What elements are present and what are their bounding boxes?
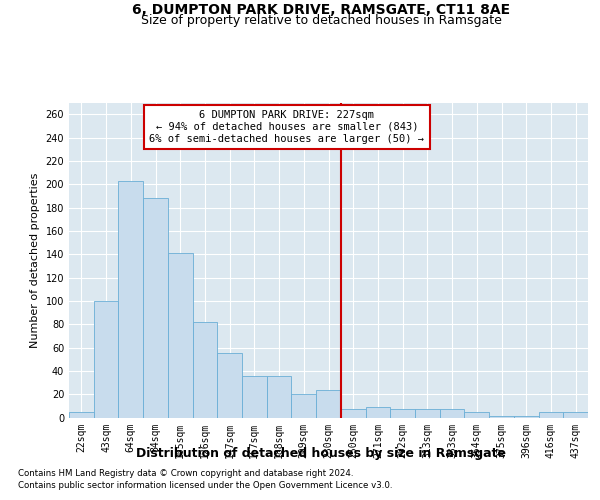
Bar [464, 412, 489, 418]
Bar [143, 198, 168, 418]
Text: Contains HM Land Registry data © Crown copyright and database right 2024.: Contains HM Land Registry data © Crown c… [18, 469, 353, 478]
Y-axis label: Number of detached properties: Number of detached properties [30, 172, 40, 348]
Text: 6 DUMPTON PARK DRIVE: 227sqm
← 94% of detached houses are smaller (843)
6% of se: 6 DUMPTON PARK DRIVE: 227sqm ← 94% of de… [149, 110, 424, 144]
Bar [539, 412, 563, 418]
Bar [316, 390, 341, 417]
Bar [193, 322, 217, 418]
Bar [489, 416, 514, 418]
Bar [365, 407, 390, 418]
Bar [242, 376, 267, 418]
Bar [563, 412, 588, 418]
Text: 6, DUMPTON PARK DRIVE, RAMSGATE, CT11 8AE: 6, DUMPTON PARK DRIVE, RAMSGATE, CT11 8A… [132, 2, 510, 16]
Bar [415, 410, 440, 418]
Bar [69, 412, 94, 418]
Text: Size of property relative to detached houses in Ramsgate: Size of property relative to detached ho… [140, 14, 502, 27]
Bar [217, 354, 242, 418]
Bar [94, 301, 118, 418]
Bar [440, 410, 464, 418]
Text: Distribution of detached houses by size in Ramsgate: Distribution of detached houses by size … [136, 448, 506, 460]
Bar [267, 376, 292, 418]
Bar [390, 410, 415, 418]
Bar [514, 416, 539, 418]
Bar [168, 253, 193, 418]
Bar [341, 410, 365, 418]
Text: Contains public sector information licensed under the Open Government Licence v3: Contains public sector information licen… [18, 481, 392, 490]
Bar [118, 180, 143, 418]
Bar [292, 394, 316, 417]
